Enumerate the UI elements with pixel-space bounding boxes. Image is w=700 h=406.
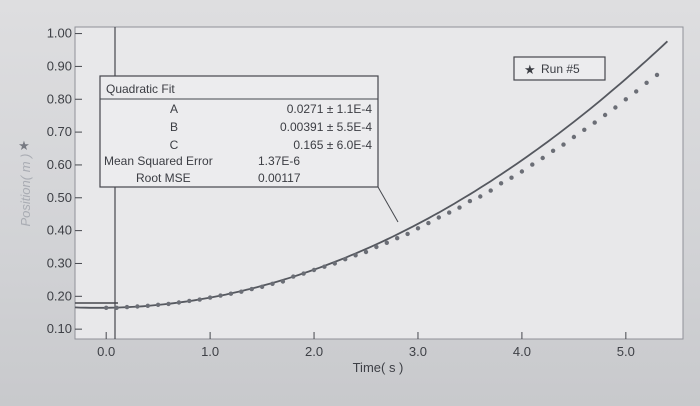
data-point <box>207 295 213 300</box>
data-point <box>176 300 182 305</box>
data-point <box>218 293 223 298</box>
data-point <box>602 112 608 118</box>
data-point <box>322 264 327 269</box>
fit-param-b-value: 0.00391 ± 5.5E-4 <box>280 120 372 134</box>
data-point <box>187 298 192 304</box>
data-point <box>332 261 337 266</box>
data-point <box>363 249 369 255</box>
data-point <box>644 80 649 86</box>
data-point <box>155 302 161 307</box>
fit-param-c-value: 0.165 ± 6.0E-4 <box>293 138 372 152</box>
y-tick-label: 0.30 <box>47 255 72 270</box>
data-point <box>478 194 483 199</box>
fit-rmse-label: Root MSE <box>136 171 191 185</box>
y-tick-label: 0.40 <box>47 223 72 238</box>
y-tick-label: 0.60 <box>47 157 72 172</box>
data-point <box>239 289 244 294</box>
data-point <box>592 120 597 125</box>
x-tick-label: 2.0 <box>305 344 323 359</box>
y-tick-label: 1.00 <box>47 26 72 41</box>
data-point <box>561 142 566 147</box>
fit-param-a-value: 0.0271 ± 1.1E-4 <box>287 102 373 116</box>
y-axis: 0.10 0.20 0.30 0.40 0.50 0.60 0.70 0.80 0.90 1.00 <box>47 26 82 336</box>
x-tick-label: 0.0 <box>97 344 115 359</box>
data-point <box>436 215 441 220</box>
x-tick-label: 5.0 <box>617 344 635 359</box>
data-point <box>613 105 618 110</box>
data-point <box>114 305 119 310</box>
data-point <box>634 89 639 94</box>
fit-mse-value: 1.37E-6 <box>258 154 300 168</box>
fit-param-b-label: B <box>170 120 178 134</box>
data-point <box>374 244 379 250</box>
data-point <box>550 148 556 153</box>
x-axis-title: Time( s ) <box>353 360 404 375</box>
data-point <box>426 220 431 226</box>
data-point <box>488 188 493 193</box>
data-point <box>280 279 286 284</box>
fit-param-c-label: C <box>170 138 179 152</box>
data-point <box>384 240 389 245</box>
data-point <box>509 175 514 180</box>
data-point <box>457 205 462 210</box>
data-point <box>343 257 348 262</box>
fit-param-a-label: A <box>170 102 178 116</box>
data-point <box>582 127 587 132</box>
data-point <box>135 304 140 309</box>
fit-leader-line <box>377 186 399 223</box>
data-point <box>249 286 254 292</box>
fit-curve <box>74 40 669 309</box>
x-tick-label: 1.0 <box>201 344 219 359</box>
x-tick-label: 4.0 <box>513 344 531 359</box>
data-point <box>301 271 306 276</box>
data-point <box>353 253 358 258</box>
x-axis: 0.0 1.0 2.0 3.0 4.0 5.0 <box>97 332 635 359</box>
data-point <box>467 198 473 204</box>
data-point <box>623 97 628 102</box>
legend: ★ Run #5 <box>513 56 606 81</box>
data-point <box>104 305 109 310</box>
legend-label: Run #5 <box>541 62 580 76</box>
data-point <box>311 267 317 273</box>
data-point <box>145 303 150 308</box>
data-point <box>447 210 452 215</box>
fit-rmse-value: 0.00117 <box>258 171 301 185</box>
y-axis-star-icon: ★ <box>18 138 30 153</box>
data-point <box>540 155 545 161</box>
data-point <box>228 291 234 296</box>
y-tick-label: 0.70 <box>47 124 72 139</box>
data-point <box>166 301 171 307</box>
x-tick-label: 3.0 <box>409 344 427 359</box>
data-point <box>498 181 504 186</box>
fit-info-box: Quadratic Fit A 0.0271 ± 1.1E-4 B 0.0039… <box>99 75 399 223</box>
data-point <box>415 226 421 231</box>
legend-star-icon: ★ <box>524 62 536 77</box>
data-point <box>270 281 275 286</box>
data-point <box>124 304 130 310</box>
y-tick-label: 0.80 <box>47 91 72 106</box>
fit-title: Quadratic Fit <box>106 82 175 96</box>
data-point <box>519 169 525 174</box>
y-axis-title: Position( m ) <box>18 154 33 227</box>
y-tick-label: 0.90 <box>47 58 72 73</box>
y-tick-label: 0.50 <box>47 190 72 205</box>
data-points <box>104 72 660 310</box>
data-point <box>654 72 660 78</box>
data-point <box>405 231 410 237</box>
y-tick-label: 0.20 <box>47 288 72 303</box>
data-point <box>571 134 577 140</box>
fit-mse-label: Mean Squared Error <box>104 154 213 168</box>
data-point <box>259 284 265 289</box>
data-point <box>530 162 535 167</box>
data-point <box>291 274 296 279</box>
data-point <box>197 297 202 302</box>
y-tick-label: 0.10 <box>47 321 72 336</box>
data-point <box>395 236 400 241</box>
